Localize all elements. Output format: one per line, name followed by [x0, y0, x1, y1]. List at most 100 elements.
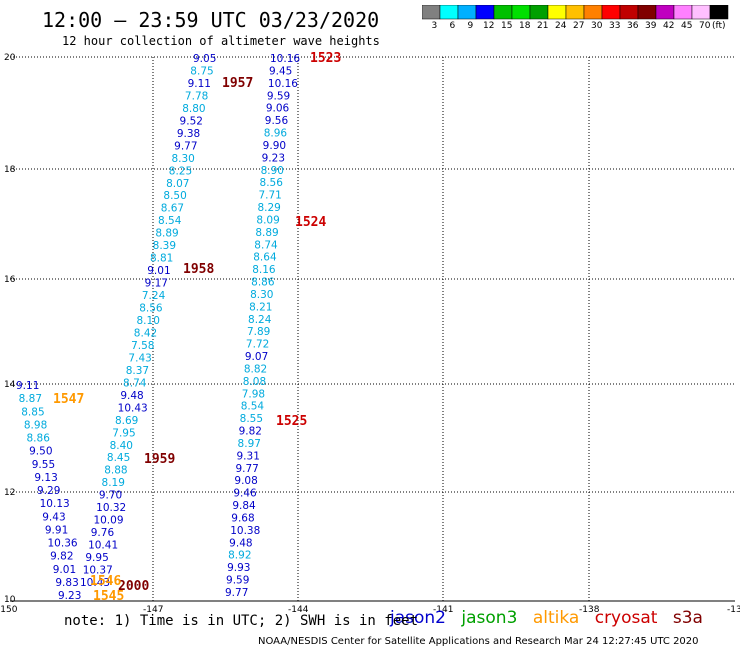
- wave-height-value: 9.68: [231, 512, 254, 524]
- wave-height-value: 7.24: [142, 290, 166, 302]
- wave-height-value: 9.77: [225, 587, 248, 599]
- wave-height-value: 8.56: [139, 303, 163, 315]
- wave-height-value: 9.91: [45, 524, 68, 536]
- wave-height-value: 8.89: [155, 228, 178, 240]
- wave-height-value: 8.80: [182, 103, 205, 115]
- wave-height-value: 9.38: [177, 128, 200, 140]
- legend-label: 33: [609, 21, 621, 31]
- wave-height-value: 9.11: [16, 380, 39, 392]
- map-title: 12:00 – 23:59 UTC 03/23/2020: [42, 8, 380, 32]
- wave-height-value: 8.85: [21, 406, 44, 418]
- wave-height-value: 9.07: [245, 351, 268, 363]
- wave-height-value: 7.98: [242, 388, 265, 400]
- grid-lines: [10, 56, 735, 601]
- legend-label: 42: [663, 21, 675, 31]
- track-a-values: 9.058.759.117.788.809.529.389.778.308.25…: [80, 53, 216, 589]
- y-tick-label: 20: [4, 53, 16, 63]
- wave-height-value: 8.67: [161, 203, 184, 215]
- wave-height-value: 9.82: [239, 426, 262, 438]
- wave-height-value: 10.43: [118, 402, 148, 414]
- legend-label: 9: [467, 21, 474, 31]
- x-tick-label: -144: [288, 605, 309, 615]
- wave-height-value: 9.76: [91, 527, 115, 539]
- sat-jason2: jason2: [390, 608, 446, 628]
- wave-height-value: 9.95: [85, 552, 108, 564]
- x-tick-label: -141: [433, 605, 453, 615]
- wave-height-value: 10.13: [40, 498, 70, 510]
- wave-height-value: 9.23: [262, 152, 285, 164]
- wave-height-value: 9.05: [193, 53, 216, 65]
- wave-height-value: 8.81: [150, 253, 173, 265]
- wave-height-value: 8.54: [241, 401, 265, 413]
- wave-height-value: 9.45: [269, 65, 292, 77]
- wave-height-value: 9.48: [120, 390, 143, 402]
- legend-label: 18: [519, 21, 531, 31]
- wave-height-value: 8.87: [19, 393, 42, 405]
- wave-height-value: 8.56: [260, 177, 284, 189]
- legend-label: 27: [573, 21, 585, 31]
- wave-height-value: 7.89: [247, 326, 270, 338]
- wave-height-value: 8.50: [163, 190, 186, 202]
- wave-height-value: 10.41: [88, 540, 118, 552]
- wave-height-value: 10.43: [80, 577, 110, 589]
- wave-height-value: 8.39: [153, 240, 176, 252]
- wave-height-value: 8.98: [24, 419, 47, 431]
- pass-time-label: 1545: [93, 589, 124, 604]
- wave-height-value: 9.17: [145, 278, 168, 290]
- wave-height-value: 8.97: [238, 438, 261, 450]
- y-tick-label: 14: [4, 380, 16, 390]
- wave-height-value: 9.50: [29, 446, 52, 458]
- y-tick-label: 16: [4, 275, 16, 285]
- wave-height-value: 7.58: [131, 340, 154, 352]
- wave-height-value: 10.16: [270, 53, 300, 65]
- wave-height-value: 9.01: [53, 564, 76, 576]
- y-tick-label: 12: [4, 488, 15, 498]
- wave-height-value: 9.83: [55, 577, 78, 589]
- wave-height-value: 9.82: [50, 551, 73, 563]
- wave-height-value: 8.25: [169, 165, 192, 177]
- legend-label: 15: [501, 21, 513, 31]
- wave-height-value: 10.38: [230, 525, 260, 537]
- legend-swatch: [709, 5, 729, 20]
- sat-altika: altika: [532, 608, 580, 628]
- wave-height-value: 9.55: [32, 459, 55, 471]
- satellite-legend: jason2 jason3 altika cryosat s3a: [390, 608, 713, 628]
- wave-height-value: 8.42: [134, 327, 157, 339]
- wave-height-value: 8.30: [250, 289, 273, 301]
- legend-label: 24: [555, 21, 567, 31]
- pass-time-label: 1546: [90, 574, 121, 589]
- wave-height-value: 9.48: [229, 537, 252, 549]
- wave-height-value: 8.69: [115, 415, 138, 427]
- wave-height-value: 8.55: [240, 413, 263, 425]
- wave-height-value: 7.43: [128, 352, 151, 364]
- wave-height-value: 9.11: [188, 78, 211, 90]
- color-scale-legend: [422, 5, 729, 20]
- wave-height-value: 7.72: [246, 339, 269, 351]
- pass-time-label: 1525: [276, 414, 307, 429]
- wave-height-value: 8.16: [252, 264, 276, 276]
- track-b-values: 10.169.4510.169.599.069.568.969.909.238.…: [225, 53, 300, 599]
- legend-label: 70: [699, 21, 711, 31]
- wave-height-value: 9.43: [42, 511, 65, 523]
- wave-height-value: 10.09: [93, 515, 123, 527]
- sat-jason3: jason3: [461, 608, 518, 628]
- wave-height-value: 8.86: [27, 433, 51, 445]
- x-tick-label: -13: [727, 605, 740, 615]
- note-text: note: 1) Time is in UTC; 2) SWH is in fe…: [64, 613, 419, 629]
- legend-label: 36: [627, 21, 639, 31]
- x-tick-label: -147: [143, 605, 163, 615]
- wave-height-value: 9.29: [37, 485, 60, 497]
- wave-height-value: 9.84: [232, 500, 256, 512]
- wave-height-value: 8.08: [243, 376, 266, 388]
- pass-time-label: 1957: [222, 76, 253, 91]
- pass-time-label: 1958: [183, 262, 214, 277]
- wave-height-value: 9.52: [180, 115, 203, 127]
- wave-height-value: 8.40: [110, 440, 133, 452]
- wave-height-value: 7.78: [185, 90, 208, 102]
- wave-height-value: 8.92: [228, 550, 251, 562]
- legend-label: 45: [681, 21, 693, 31]
- wave-height-value: 9.59: [267, 90, 290, 102]
